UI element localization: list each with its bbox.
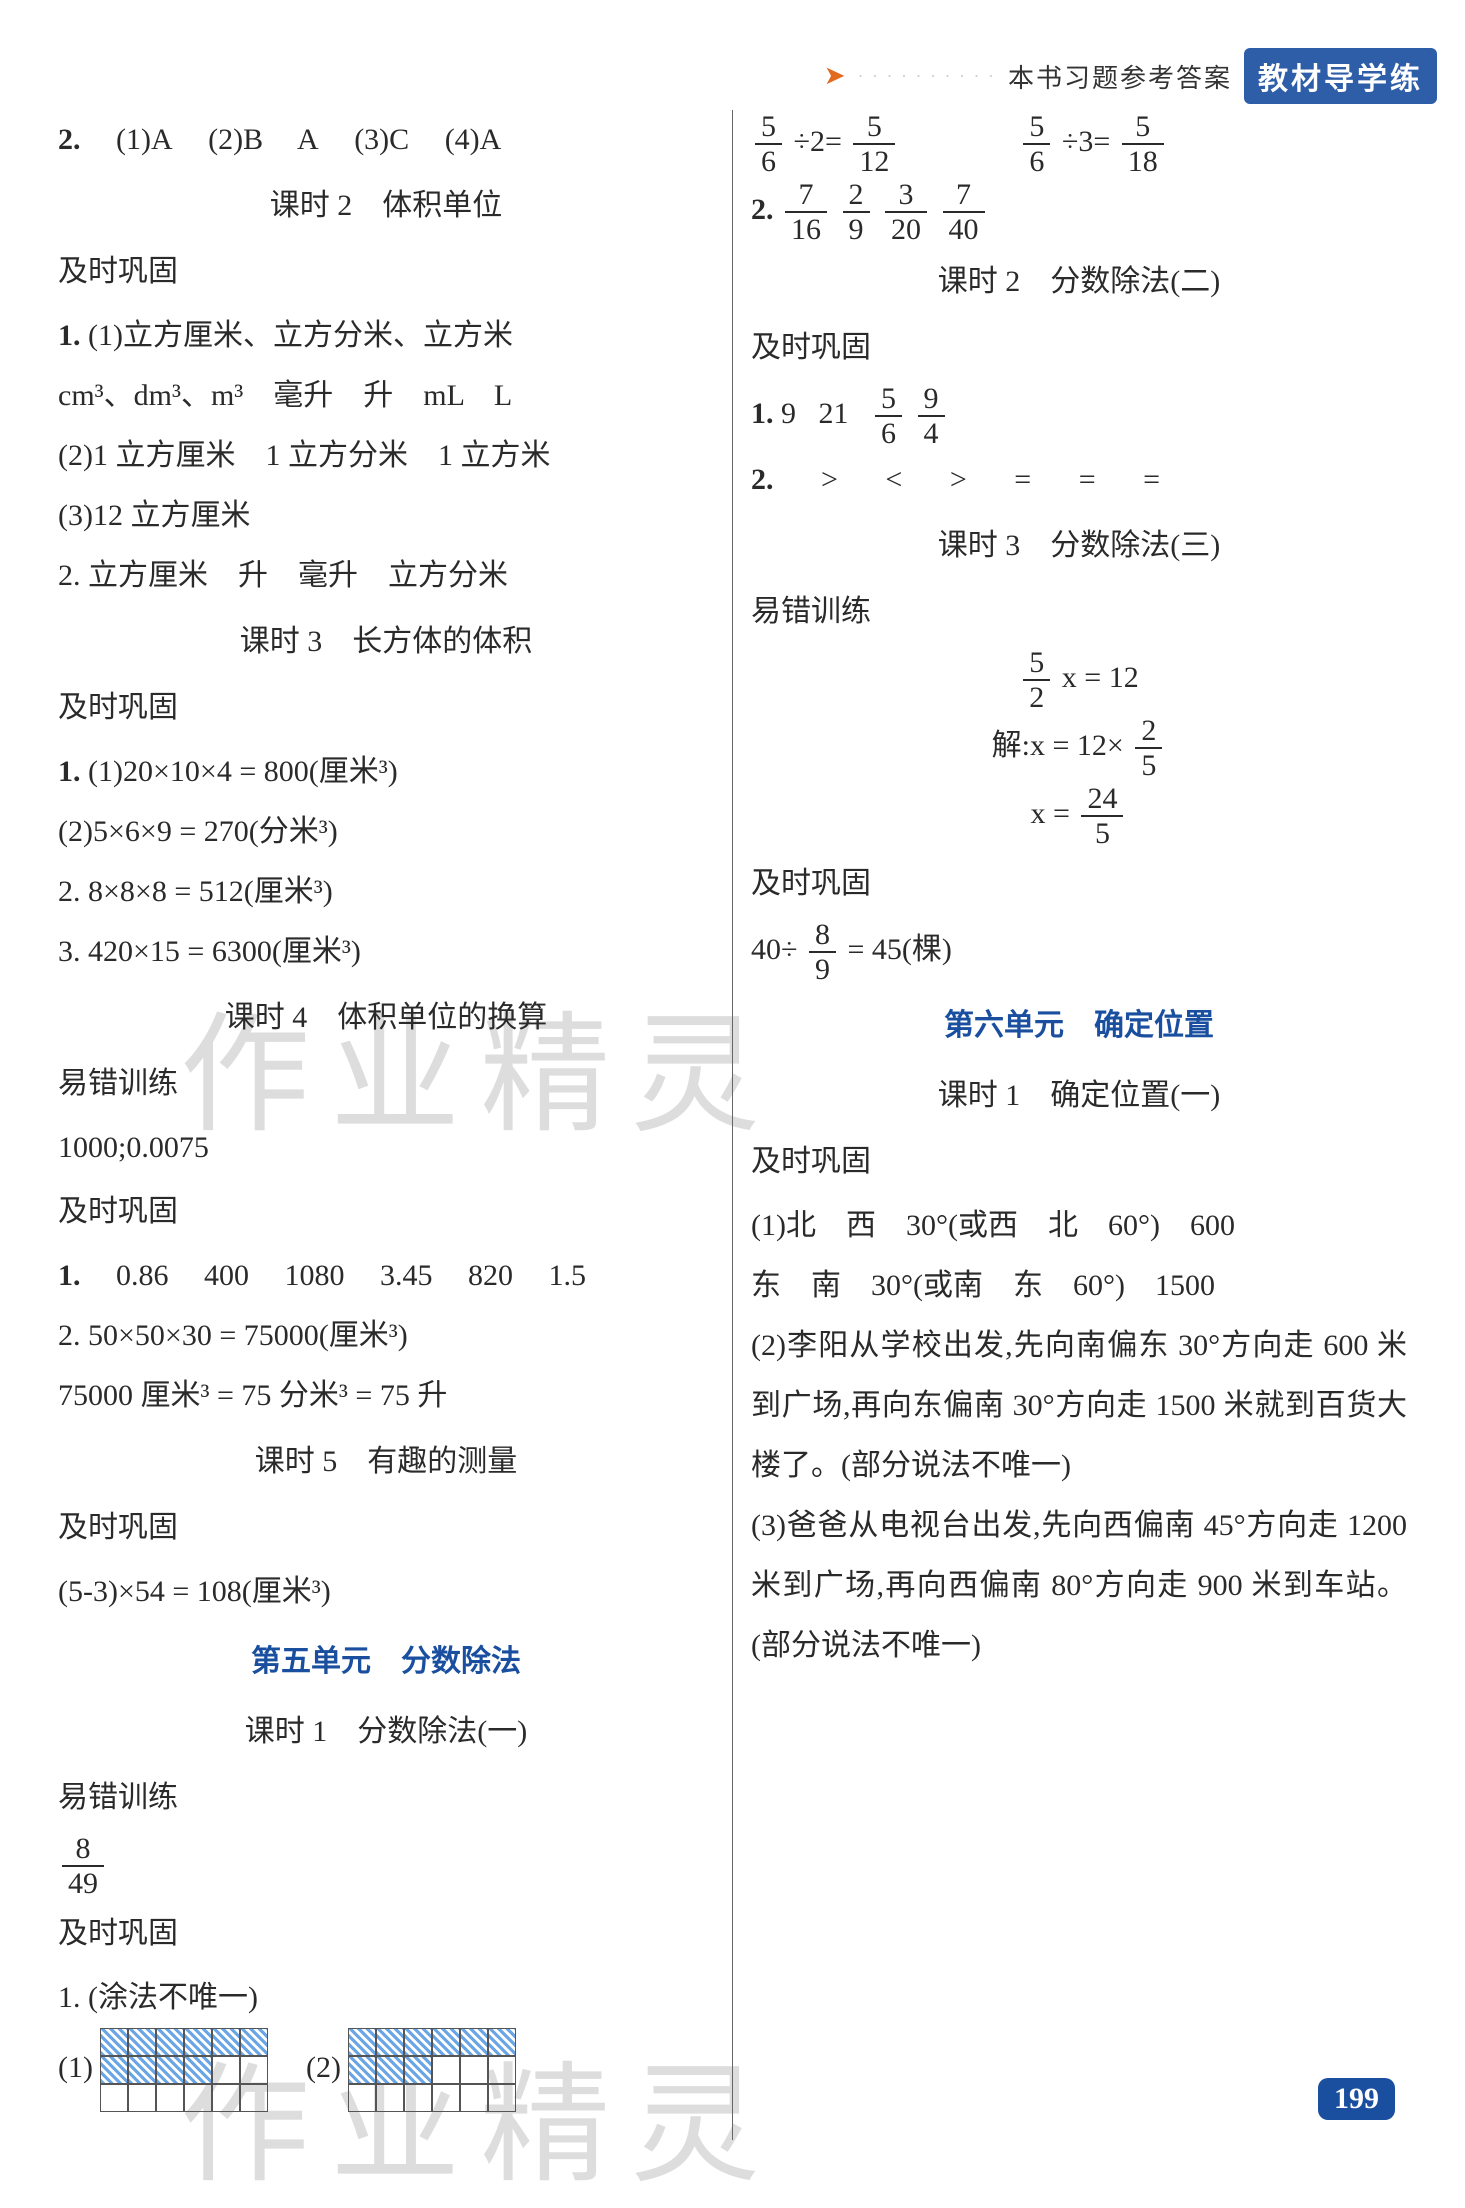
text-line: (2)1 立方厘米 1 立方分米 1 立方米 [58, 426, 714, 486]
header-badge: 教材导学练 [1244, 48, 1437, 104]
equation-row: 56 ÷2= 512 56 ÷3= 518 [751, 110, 1407, 178]
text-line: (5-3)×54 = 108(厘米³) [58, 1562, 714, 1622]
text-line: 1. 9 21 56 94 [751, 382, 1407, 450]
lesson-title: 课时 1 确定位置(一) [751, 1066, 1407, 1126]
text-line: 1. (1)立方厘米、立方分米、立方米 [58, 306, 714, 366]
text-line: 东 南 30°(或南 东 60°) 1500 [751, 1256, 1407, 1316]
text-line: 2. 立方厘米 升 毫升 立方分米 [58, 546, 714, 606]
lesson-title: 课时 3 分数除法(三) [751, 516, 1407, 576]
lesson-title: 课时 4 体积单位的换算 [58, 988, 714, 1048]
unit-title: 第六单元 确定位置 [751, 996, 1407, 1056]
right-column: 56 ÷2= 512 56 ÷3= 518 2. 716 29 320 740 … [733, 110, 1425, 2140]
text-line: 2. 8×8×8 = 512(厘米³) [58, 862, 714, 922]
equation: x = 245 [751, 782, 1407, 850]
subhead: 易错训练 [751, 582, 1407, 642]
lesson-title: 课时 1 分数除法(一) [58, 1702, 714, 1762]
text-line: (3)12 立方厘米 [58, 486, 714, 546]
subhead: 及时巩固 [58, 678, 714, 738]
page-number: 199 [1318, 2078, 1395, 2120]
text-line: (2)李阳从学校出发,先向南偏东 30°方向走 600 米到广场,再向东偏南 3… [751, 1316, 1407, 1496]
text-line: cm³、dm³、m³ 毫升 升 mL L [58, 366, 714, 426]
text-line: 1000;0.0075 [58, 1118, 714, 1178]
subhead: 易错训练 [58, 1054, 714, 1114]
lesson-title: 课时 2 体积单位 [58, 176, 714, 236]
subhead: 易错训练 [58, 1768, 714, 1828]
grid-diagram [100, 2028, 268, 2112]
frac-line: 2. 716 29 320 740 [751, 178, 1407, 246]
text-line: 75000 厘米³ = 75 分米³ = 75 升 [58, 1366, 714, 1426]
text-line: (3)爸爸从电视台出发,先向西偏南 45°方向走 1200 米到广场,再向西偏南… [751, 1496, 1407, 1676]
text-line: (2)5×6×9 = 270(分米³) [58, 802, 714, 862]
text-line: (1)北 西 30°(或西 北 60°) 600 [751, 1196, 1407, 1256]
subhead: 及时巩固 [751, 854, 1407, 914]
dotted-line: · · · · · · · · · · [858, 66, 996, 87]
equation: 52 x = 12 [751, 646, 1407, 714]
banner-text: 本书习题参考答案 [1008, 58, 1232, 95]
subhead: 及时巩固 [58, 242, 714, 302]
header-banner: ➤ · · · · · · · · · · 本书习题参考答案 教材导学练 [824, 48, 1437, 104]
arrow-icon: ➤ [824, 61, 846, 91]
grid-line: (1) (2) [58, 2028, 714, 2112]
subhead: 及时巩固 [751, 1132, 1407, 1192]
text-line: 3. 420×15 = 6300(厘米³) [58, 922, 714, 982]
q2-line: 2. (1)A (2)B A (3)C (4)A [58, 110, 714, 170]
subhead: 及时巩固 [751, 318, 1407, 378]
text-line: 1. (1)20×10×4 = 800(厘米³) [58, 742, 714, 802]
left-column: 2. (1)A (2)B A (3)C (4)A 课时 2 体积单位 及时巩固 … [40, 110, 733, 2140]
text-line: 1. (涂法不唯一) [58, 1968, 714, 2028]
unit-title: 第五单元 分数除法 [58, 1632, 714, 1692]
frac-line: 849 [58, 1832, 714, 1900]
lesson-title: 课时 5 有趣的测量 [58, 1432, 714, 1492]
subhead: 及时巩固 [58, 1904, 714, 1964]
lesson-title: 课时 3 长方体的体积 [58, 612, 714, 672]
text-line: 1. 0.86 400 1080 3.45 820 1.5 [58, 1246, 714, 1306]
grid-diagram [348, 2028, 516, 2112]
text-line: 2. > < > = = = [751, 450, 1407, 510]
equation: 解:x = 12× 25 [751, 714, 1407, 782]
text-line: 2. 50×50×30 = 75000(厘米³) [58, 1306, 714, 1366]
page-content: 2. (1)A (2)B A (3)C (4)A 课时 2 体积单位 及时巩固 … [40, 110, 1425, 2140]
lesson-title: 课时 2 分数除法(二) [751, 252, 1407, 312]
subhead: 及时巩固 [58, 1498, 714, 1558]
subhead: 及时巩固 [58, 1182, 714, 1242]
equation: 40÷ 89 = 45(棵) [751, 918, 1407, 986]
